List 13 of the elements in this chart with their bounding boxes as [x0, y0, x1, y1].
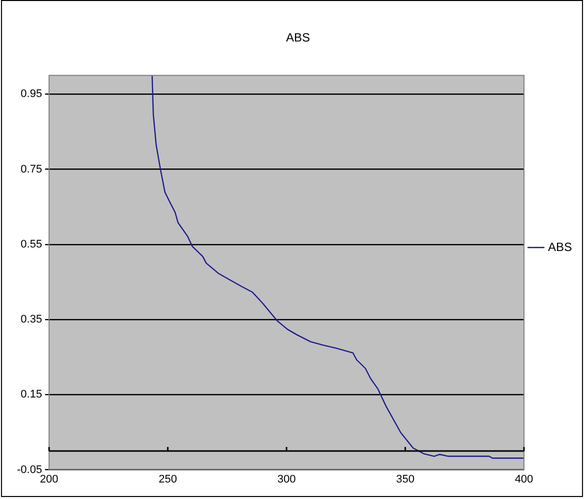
y-tick-label: 0.75	[20, 163, 42, 176]
y-tick-label: 0.95	[20, 88, 42, 100]
y-tick-label: 0.55	[20, 238, 42, 250]
y-tick-label: 0.15	[20, 388, 42, 401]
x-tick-label: 300	[277, 473, 296, 486]
y-tick-label: -0.05	[16, 464, 42, 476]
x-tick-label: 250	[158, 473, 177, 486]
x-tick-label: 350	[396, 473, 414, 486]
x-tick-label: 400	[514, 473, 534, 486]
legend-label: ABS	[548, 240, 572, 254]
x-tick-label: 200	[40, 473, 58, 486]
y-tick-label: 0.35	[20, 314, 42, 326]
chart-title: ABS	[286, 30, 310, 45]
